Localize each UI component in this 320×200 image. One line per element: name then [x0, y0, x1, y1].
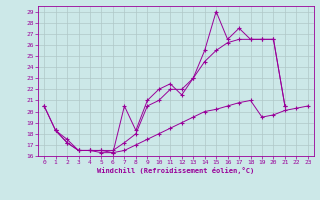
X-axis label: Windchill (Refroidissement éolien,°C): Windchill (Refroidissement éolien,°C) — [97, 167, 255, 174]
